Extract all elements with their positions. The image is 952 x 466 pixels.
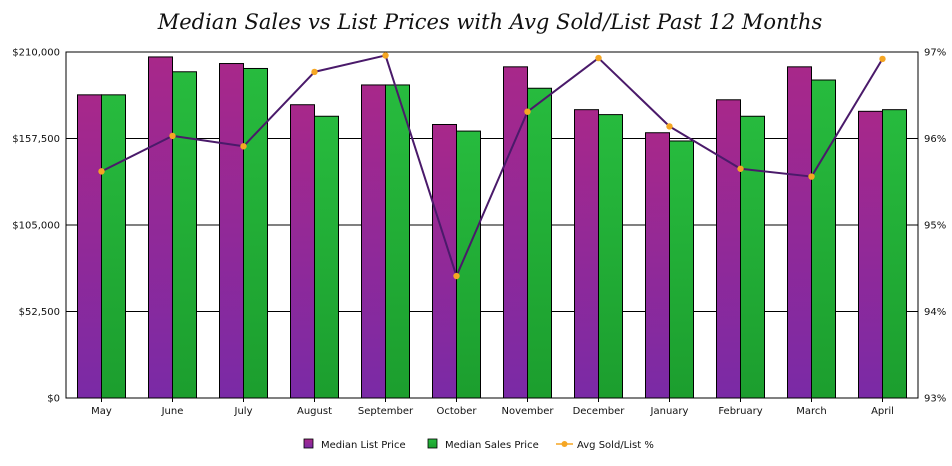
avg-sold-list-point [382,52,389,59]
bar-median-sales-price [243,67,268,399]
avg-sold-list-point [737,165,744,172]
left-tick-label: $157,500 [12,134,60,145]
bar-median-sales-price [669,140,694,399]
bar-median-sales-price [385,84,410,399]
left-tick-label: $105,000 [12,221,60,232]
bar-median-sales-price [598,114,623,399]
right-axis-ticks: 93% 94% 95% 96% 97% [924,48,946,405]
right-tick-label: 93% [924,394,946,405]
plot-frame [65,51,919,399]
bars [77,56,907,399]
category-label: November [501,406,554,417]
bar-median-list-price [503,66,528,399]
category-label: January [650,406,689,417]
category-label: July [234,406,253,417]
bar-median-list-price [290,104,315,399]
category-label: April [871,406,894,417]
legend-label: Median List Price [321,440,406,451]
plot-border [65,51,919,399]
avg-sold-list-point [311,68,318,76]
avg-sold-list-line [98,52,886,280]
right-tick-label: 96% [924,134,946,145]
bar-median-list-price [77,94,102,399]
right-tick-label: 97% [924,48,946,59]
bar-median-sales-price [527,87,552,399]
avg-sold-list-point [595,54,602,62]
bar-median-sales-price [882,109,907,399]
bar-median-sales-price [172,71,197,399]
avg-sold-list-point [240,143,247,150]
bar-median-list-price [432,123,457,399]
left-tick-label: $0 [47,394,60,405]
legend-swatch-marker [561,441,568,447]
bar-median-sales-price [314,115,339,399]
bar-median-sales-price [811,79,836,399]
avg-sold-list-point [169,132,176,140]
bar-median-list-price [645,132,670,399]
category-label: December [573,406,626,417]
right-tick-label: 95% [924,221,946,232]
category-label: June [161,406,184,417]
bar-median-list-price [148,56,173,399]
legend-label: Avg Sold/List % [577,440,654,451]
legend-label: Median Sales Price [445,440,539,451]
bar-median-list-price [787,66,812,399]
bar-median-list-price [219,63,244,399]
category-label: September [358,406,414,417]
bar-median-list-price [858,110,883,399]
category-label: August [297,406,332,417]
avg-sold-list-point [879,55,886,63]
bar-median-sales-price [456,130,481,399]
category-label: May [91,406,112,417]
bar-median-sales-price [101,94,126,399]
bar-median-list-price [574,109,599,399]
avg-sold-list-point [453,272,460,280]
left-tick-label: $52,500 [19,307,60,318]
legend-swatch [303,438,314,449]
avg-sold-list-polyline [101,54,884,278]
left-tick-label: $210,000 [12,48,60,59]
category-label: March [796,406,826,417]
category-label: February [718,406,762,417]
right-tick-label: 94% [924,307,946,318]
bar-median-list-price [361,84,386,399]
avg-sold-list-point [524,108,531,115]
category-labels: May June July August September October Novembe… [91,398,894,417]
avg-sold-list-point [98,168,105,175]
legend-swatch [427,438,438,449]
category-label: October [436,406,477,417]
bar-median-sales-price [740,115,765,399]
left-axis-ticks: $0 $52,500 $105,000 $157,500 $210,000 [12,48,60,405]
chart-title: Median Sales vs List Prices with Avg Sol… [157,10,823,34]
bar-median-list-price [716,99,741,399]
legend: Median List Price Median Sales Price Avg S… [303,438,654,451]
avg-sold-list-point [808,173,815,180]
avg-sold-list-point [666,123,673,130]
